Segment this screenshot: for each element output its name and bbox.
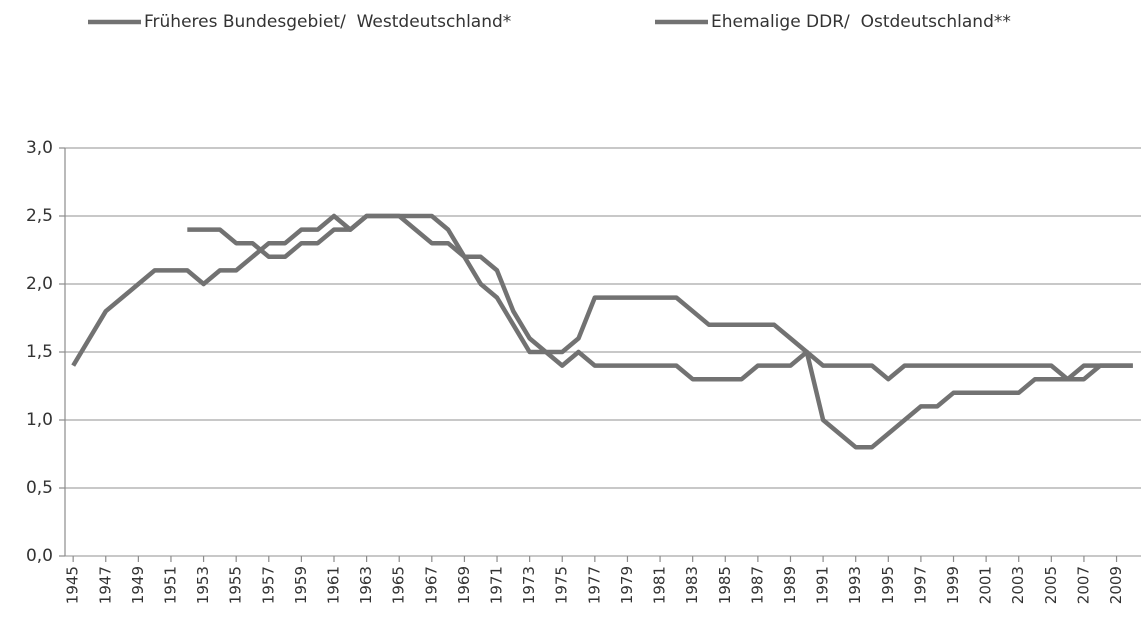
x-tick-label: 2001 — [977, 566, 995, 604]
series-line — [71, 213, 1133, 382]
x-tick-label: 1953 — [194, 566, 212, 604]
x-tick-label: 1989 — [781, 566, 799, 604]
x-tick-label: 2009 — [1107, 566, 1125, 604]
x-tick-label: 1973 — [520, 566, 538, 604]
x-tick-label: 1995 — [879, 566, 897, 604]
x-tick-label: 1949 — [129, 566, 147, 604]
y-tick-label: 2,0 — [26, 274, 53, 294]
x-tick-label: 1991 — [814, 566, 832, 604]
x-tick-label: 2003 — [1009, 566, 1027, 604]
x-tick-label: 1981 — [651, 566, 669, 604]
x-tick-label: 1945 — [64, 566, 82, 604]
x-tick-label: 1977 — [585, 566, 603, 604]
x-tick-label: 1971 — [488, 566, 506, 604]
y-tick-label: 1,0 — [26, 410, 53, 430]
x-tick-label: 1967 — [422, 566, 440, 604]
legend-label: Früheres Bundesgebiet/ Westdeutschland* — [144, 12, 511, 32]
x-tick-label: 1969 — [455, 566, 473, 604]
legend-label: Ehemalige DDR/ Ostdeutschland** — [711, 12, 1011, 32]
x-tick-label: 1979 — [618, 566, 636, 604]
y-tick-label: 1,5 — [26, 342, 53, 362]
x-tick-label: 1959 — [292, 566, 310, 604]
x-tick-label: 2005 — [1042, 566, 1060, 604]
x-tick-label: 1999 — [944, 566, 962, 604]
x-tick-label: 1983 — [683, 566, 701, 604]
x-tick-label: 2007 — [1074, 566, 1092, 604]
x-tick-label: 1993 — [846, 566, 864, 604]
x-tick-label: 1957 — [259, 566, 277, 604]
x-tick-label: 1997 — [911, 566, 929, 604]
x-tick-label: 1975 — [553, 566, 571, 604]
x-tick-label: 1965 — [390, 566, 408, 604]
y-tick-label: 0,5 — [26, 478, 53, 498]
x-tick-label: 1961 — [325, 566, 343, 604]
x-tick-label: 1955 — [227, 566, 245, 604]
series-line — [187, 213, 1133, 450]
x-tick-label: 1987 — [748, 566, 766, 604]
y-tick-label: 2,5 — [26, 206, 53, 226]
x-tick-label: 1951 — [161, 566, 179, 604]
y-tick-label: 0,0 — [26, 546, 53, 566]
x-tick-label: 1963 — [357, 566, 375, 604]
y-tick-label: 3,0 — [26, 138, 53, 158]
x-tick-label: 1947 — [96, 566, 114, 604]
x-tick-label: 1985 — [716, 566, 734, 604]
